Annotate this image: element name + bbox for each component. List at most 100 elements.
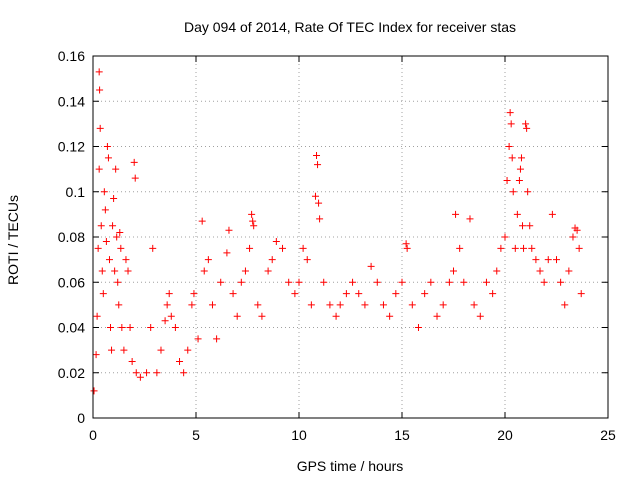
data-point: [90, 387, 98, 395]
y-tick-label: 0.04: [58, 320, 85, 336]
data-point: [264, 267, 272, 275]
data-point: [118, 324, 126, 331]
data-point: [188, 301, 196, 309]
y-tick-label: 0.1: [66, 184, 86, 200]
data-point: [147, 324, 155, 331]
data-point: [536, 267, 544, 275]
data-point: [524, 188, 532, 196]
data-point: [208, 301, 216, 309]
data-point: [105, 256, 113, 264]
data-point: [316, 215, 324, 223]
data-point: [466, 215, 474, 223]
data-point: [124, 267, 132, 275]
data-point: [95, 68, 103, 76]
data-point: [143, 369, 151, 377]
x-tick-label: 0: [89, 427, 97, 443]
data-point: [326, 301, 334, 309]
data-point: [111, 267, 119, 275]
data-point: [110, 195, 118, 203]
data-point: [311, 192, 319, 200]
data-point: [184, 346, 192, 354]
data-point: [107, 324, 115, 331]
data-point: [248, 210, 256, 218]
data-point: [320, 278, 328, 286]
data-point: [217, 278, 225, 286]
data-point: [355, 290, 363, 298]
data-point: [176, 357, 184, 365]
data-point: [272, 238, 280, 246]
data-point: [379, 301, 387, 309]
grid: [93, 56, 608, 418]
data-point: [132, 369, 140, 377]
y-tick-label: 0.02: [58, 365, 85, 381]
data-point: [336, 301, 344, 309]
data-point: [103, 143, 111, 150]
data-point: [532, 256, 540, 264]
y-tick-label: 0.16: [58, 48, 85, 64]
data-point: [117, 244, 125, 252]
data-point: [303, 256, 311, 264]
data-point: [503, 176, 511, 184]
data-point: [171, 324, 179, 331]
data-point: [470, 301, 478, 309]
data-point: [522, 120, 530, 128]
data-point: [315, 199, 323, 207]
data-point: [507, 120, 515, 128]
data-point: [460, 278, 468, 286]
data-point: [149, 244, 157, 252]
data-point: [246, 244, 254, 252]
data-point: [497, 244, 505, 252]
data-point: [100, 188, 108, 196]
data-point: [511, 244, 519, 252]
data-point: [101, 206, 109, 214]
data-point: [279, 244, 287, 252]
data-point: [373, 278, 381, 286]
data-point: [223, 249, 231, 257]
x-tick-label: 10: [291, 427, 307, 443]
data-point: [233, 312, 241, 320]
data-point: [452, 210, 460, 218]
data-point: [157, 346, 165, 354]
data-point: [163, 301, 171, 309]
data-point: [445, 278, 453, 286]
data-point: [96, 124, 104, 132]
data-point: [517, 154, 525, 162]
data-point: [249, 217, 257, 225]
data-point: [213, 335, 221, 343]
data-point: [112, 165, 120, 173]
x-tick-label: 25: [600, 427, 616, 443]
data-point: [342, 290, 350, 298]
data-point: [557, 278, 565, 286]
data-point: [508, 154, 516, 162]
data-point: [450, 267, 457, 275]
data-point: [126, 324, 134, 331]
data-point: [307, 301, 315, 309]
data-point: [439, 301, 447, 309]
data-point: [575, 244, 583, 252]
data-point: [108, 346, 116, 354]
data-point: [98, 267, 106, 275]
data-point: [553, 256, 560, 264]
data-point: [94, 244, 102, 252]
data-point: [128, 357, 136, 365]
data-points: [90, 68, 585, 395]
data-point: [540, 278, 548, 286]
data-point: [131, 174, 139, 182]
data-point: [505, 143, 513, 150]
data-point: [408, 301, 416, 309]
data-point: [386, 312, 394, 320]
data-point: [114, 278, 122, 286]
data-point: [180, 369, 188, 377]
data-point: [548, 210, 556, 218]
axis-ticks: 0 5 10 15 20 25 0 0.02 0.04 0.06 0.08 0.1 0.12 0.14 0.…: [58, 48, 616, 443]
data-point: [513, 210, 521, 218]
data-point: [573, 226, 581, 234]
data-point: [501, 233, 509, 241]
data-point: [194, 335, 202, 343]
data-point: [104, 154, 112, 162]
data-point: [198, 217, 206, 225]
data-point: [509, 188, 517, 196]
data-point: [115, 301, 123, 309]
data-point: [161, 317, 169, 325]
data-point: [165, 290, 173, 298]
